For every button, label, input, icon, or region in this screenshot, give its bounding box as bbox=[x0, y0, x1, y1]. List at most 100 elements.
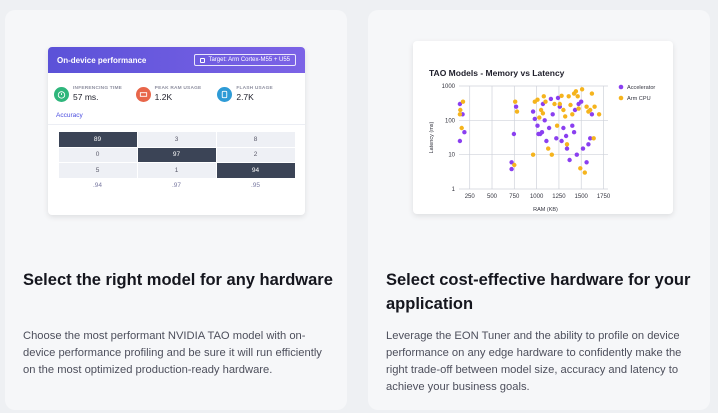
y-tick-label: 10 bbox=[448, 153, 455, 159]
memory-latency-chart: TAO Models - Memory vs Latency 250 500 750 1… bbox=[413, 41, 673, 214]
card-heading: Select cost-effective hardware for your … bbox=[386, 271, 691, 313]
metric-value: 2.7K bbox=[236, 92, 254, 102]
on-device-performance-widget: On-device performance Target: Arm Cortex… bbox=[48, 47, 305, 215]
data-point-accelerator bbox=[554, 136, 559, 141]
matrix-total: .97 bbox=[137, 178, 216, 193]
data-point-accelerator bbox=[535, 123, 540, 128]
data-point-accelerator bbox=[564, 146, 570, 151]
feature-card-model: On-device performance Target: Arm Cortex… bbox=[5, 10, 347, 410]
card-body: Choose the most performant NVIDIA TAO mo… bbox=[23, 330, 322, 376]
target-label: Target: Arm Cortex-M55 + U55 bbox=[208, 57, 290, 63]
data-point-arm-cpu bbox=[591, 136, 596, 141]
x-tick-label: 500 bbox=[487, 194, 498, 200]
y-axis-label: Latency (ms) bbox=[429, 121, 435, 153]
data-point-arm-cpu bbox=[573, 89, 579, 94]
data-point-arm-cpu bbox=[549, 152, 554, 157]
data-point-arm-cpu bbox=[530, 152, 536, 157]
chip-icon bbox=[200, 57, 206, 63]
data-point-arm-cpu bbox=[563, 114, 568, 119]
scatter-chart-svg: TAO Models - Memory vs Latency 250 500 750 1… bbox=[429, 68, 655, 213]
card-heading: Select the right model for any hardware bbox=[23, 271, 333, 289]
data-point-accelerator bbox=[509, 166, 514, 172]
data-point-accelerator bbox=[588, 136, 593, 141]
widget-header: On-device performance Target: Arm Cortex… bbox=[48, 47, 305, 73]
chart-title: TAO Models - Memory vs Latency bbox=[429, 68, 565, 78]
data-point-arm-cpu bbox=[535, 97, 540, 102]
data-point-accelerator bbox=[550, 112, 555, 117]
data-point-arm-cpu bbox=[596, 112, 602, 117]
data-point-accelerator bbox=[570, 123, 575, 128]
data-point-arm-cpu bbox=[588, 107, 593, 113]
data-point-arm-cpu bbox=[457, 112, 463, 117]
data-point-accelerator bbox=[530, 109, 536, 114]
data-point-arm-cpu bbox=[512, 162, 517, 168]
data-point-arm-cpu bbox=[559, 93, 564, 98]
data-point-arm-cpu bbox=[537, 115, 542, 120]
data-point-accelerator bbox=[572, 107, 578, 113]
data-point-arm-cpu bbox=[570, 112, 575, 117]
data-point-arm-cpu bbox=[564, 142, 570, 147]
matrix-cell: 1 bbox=[137, 163, 216, 178]
data-point-accelerator bbox=[574, 152, 579, 157]
matrix-cell: 89 bbox=[58, 132, 137, 147]
matrix-cell: 2 bbox=[216, 147, 295, 162]
data-point-accelerator bbox=[548, 96, 554, 102]
timer-icon bbox=[54, 86, 69, 102]
x-tick-label: 1500 bbox=[575, 194, 589, 200]
widget-title: On-device performance bbox=[57, 55, 147, 65]
data-point-arm-cpu bbox=[459, 125, 464, 131]
x-tick-label: 1750 bbox=[597, 194, 611, 200]
data-point-accelerator bbox=[532, 116, 537, 122]
matrix-row: 89 3 8 bbox=[58, 132, 295, 147]
x-axis-label: RAM (KB) bbox=[533, 207, 558, 213]
data-point-arm-cpu bbox=[513, 99, 518, 104]
matrix-cell: 3 bbox=[137, 132, 216, 147]
data-point-arm-cpu bbox=[592, 104, 597, 109]
data-point-accelerator bbox=[462, 130, 467, 135]
data-point-arm-cpu bbox=[576, 106, 581, 111]
data-point-arm-cpu bbox=[541, 94, 546, 99]
legend-label: Accelerator bbox=[627, 85, 655, 91]
matrix-row: 0 97 2 bbox=[58, 147, 295, 162]
matrix-cell: 8 bbox=[216, 132, 295, 147]
ram-icon bbox=[135, 86, 151, 102]
matrix-row: 5 1 94 bbox=[58, 163, 295, 178]
data-point-accelerator bbox=[584, 160, 589, 165]
metric-value: 1.2K bbox=[154, 92, 173, 102]
data-point-arm-cpu bbox=[554, 123, 560, 128]
confusion-matrix: 89 3 8 0 97 2 5 1 94 .94 .97 .95 bbox=[58, 131, 296, 194]
data-point-arm-cpu bbox=[582, 170, 587, 175]
metric-flash-usage: FLASH USAGE 2.7K bbox=[217, 81, 299, 107]
y-tick-label: 1 bbox=[452, 187, 456, 193]
data-point-arm-cpu bbox=[575, 94, 580, 99]
legend-label: Arm CPU bbox=[627, 96, 651, 102]
x-tick-label: 250 bbox=[465, 194, 476, 200]
data-point-accelerator bbox=[589, 112, 595, 117]
data-point-accelerator bbox=[555, 95, 561, 101]
matrix-cell: 97 bbox=[137, 147, 216, 162]
data-point-arm-cpu bbox=[514, 109, 520, 114]
matrix-cell: 5 bbox=[58, 163, 137, 178]
data-point-arm-cpu bbox=[543, 99, 548, 104]
data-point-accelerator bbox=[457, 101, 463, 107]
target-badge: Target: Arm Cortex-M55 + U55 bbox=[194, 54, 296, 66]
matrix-total: .94 bbox=[58, 178, 137, 193]
data-point-arm-cpu bbox=[578, 166, 583, 171]
feature-card-hardware: TAO Models - Memory vs Latency 250 500 750 1… bbox=[368, 10, 710, 410]
matrix-totals-row: .94 .97 .95 bbox=[58, 178, 295, 193]
data-point-accelerator bbox=[546, 125, 552, 131]
legend-marker bbox=[618, 84, 624, 90]
matrix-cell: 94 bbox=[216, 163, 295, 178]
metric-inferencing-time: INFERENCING TIME 57 ms. bbox=[54, 81, 136, 107]
x-tick-label: 1000 bbox=[530, 194, 544, 200]
data-point-accelerator bbox=[571, 130, 577, 135]
matrix-cell: 0 bbox=[58, 147, 137, 162]
card-body: Leverage the EON Tuner and the ability t… bbox=[386, 330, 682, 393]
data-point-arm-cpu bbox=[584, 104, 589, 109]
legend-marker bbox=[618, 95, 624, 101]
data-point-accelerator bbox=[567, 157, 572, 163]
metric-value: 57 ms. bbox=[73, 92, 99, 102]
data-point-accelerator bbox=[561, 125, 566, 131]
data-point-arm-cpu bbox=[460, 99, 466, 104]
y-tick-label: 1000 bbox=[442, 84, 456, 90]
